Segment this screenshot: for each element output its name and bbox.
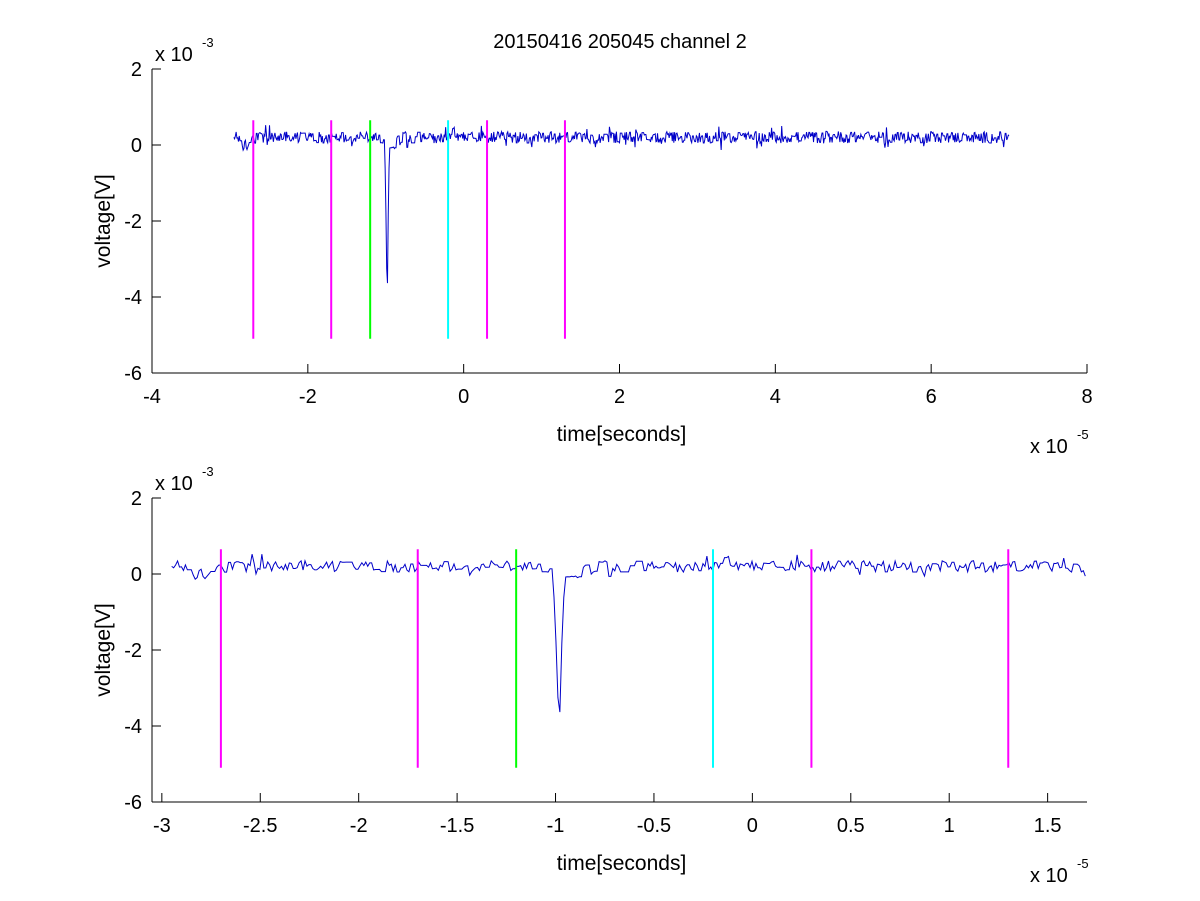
x-axis-label: time[seconds] [557,423,687,446]
x-tick-label: 0 [747,815,758,837]
x-tick-label: 6 [926,386,937,408]
y-tick-label: 2 [131,59,142,81]
y-exponent: -3 [202,35,214,50]
bottom-plot: -6 -4 -2 0 2 -3 -2.5 -2 -1.5 -1 -0.5 0 0.5 1 1.5 time[s… [92,464,1089,887]
y-tick-label: -4 [124,287,142,309]
y-tick-label: -6 [124,792,142,814]
y-tick-label: 2 [131,488,142,510]
x-exponent: -5 [1077,427,1089,442]
y-tick-label: -4 [124,716,142,738]
y-exponent: -3 [202,464,214,479]
x-exponent-label: x 10 [1030,865,1068,887]
signal-trace [171,554,1086,713]
y-tick-label: -2 [124,211,142,233]
x-tick-label: -1.5 [440,815,474,837]
y-tick-label: 0 [131,564,142,586]
top-plot: -6-4-202-4 -2 0 2 4 6 8time[seconds]voltage[V]… [92,35,1093,458]
y-axis-label: voltage[V] [92,603,115,696]
x-tick-label: -0.5 [637,815,671,837]
x-tick-label: -4 [143,386,161,408]
x-tick-label: 0 [458,386,469,408]
y-tick-label: -2 [124,640,142,662]
x-tick-label: 1.5 [1034,815,1062,837]
figure-title: 20150416 205045 channel 2 [493,31,747,53]
y-exponent-label: x 10 [155,473,193,495]
x-axis-label: time[seconds] [557,852,687,875]
y-exponent-label: x 10 [155,44,193,66]
y-axis-label: voltage[V] [92,174,115,267]
x-tick-label: -1 [547,815,565,837]
x-tick-label: 8 [1081,386,1092,408]
signal-trace [233,125,1010,284]
x-exponent-label: x 10 [1030,436,1068,458]
y-tick-label: 0 [131,135,142,157]
x-tick-label: 1 [944,815,955,837]
x-tick-label: 2 [614,386,625,408]
x-tick-label: 0.5 [837,815,865,837]
x-tick-label: 4 [770,386,781,408]
x-tick-label: -3 [153,815,171,837]
x-tick-label: -2 [299,386,317,408]
x-tick-label: -2 [350,815,368,837]
x-exponent: -5 [1077,856,1089,871]
y-tick-label: -6 [124,363,142,385]
x-tick-label: -2.5 [243,815,277,837]
